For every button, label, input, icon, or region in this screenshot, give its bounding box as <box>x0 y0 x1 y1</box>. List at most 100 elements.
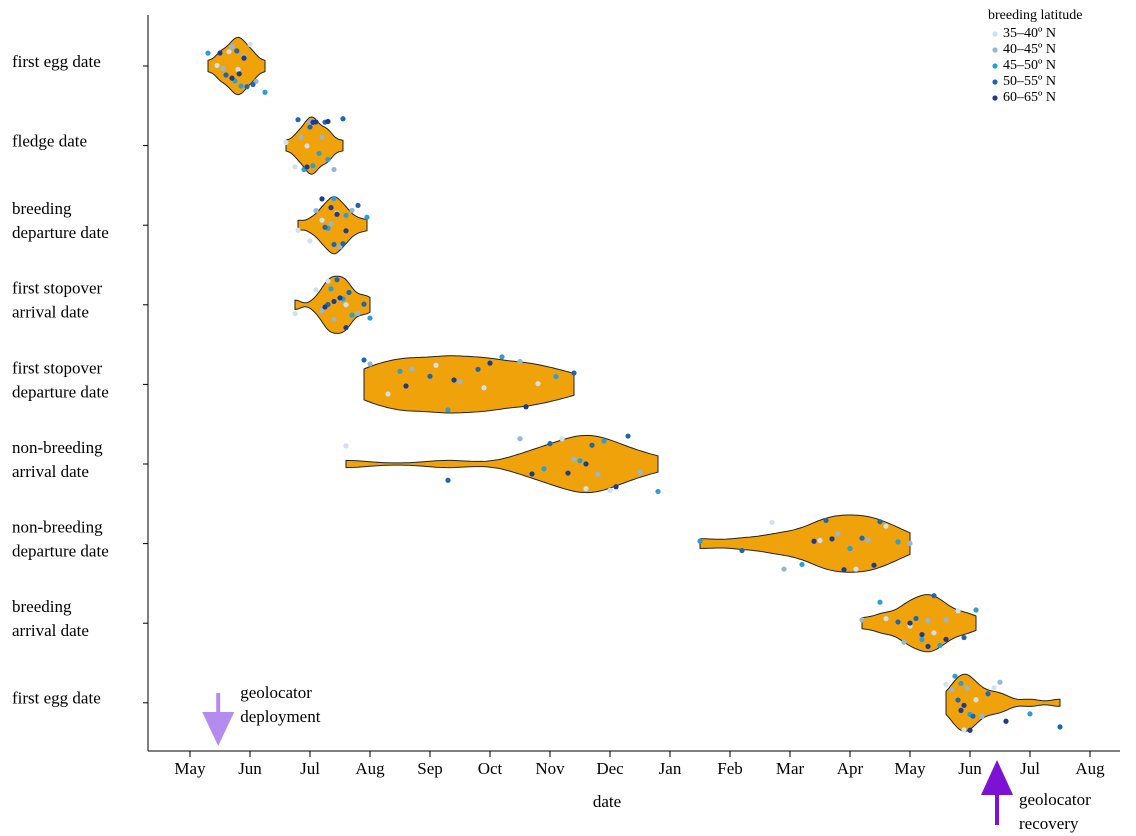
data-point <box>328 286 334 292</box>
data-point <box>403 383 409 389</box>
y-tick-label: first stopover <box>12 358 103 377</box>
data-point <box>349 207 355 214</box>
data-point <box>343 324 349 331</box>
data-point <box>559 436 565 442</box>
data-point <box>859 617 865 623</box>
y-tick-label: arrival date <box>12 303 89 322</box>
data-point <box>970 713 976 719</box>
y-tick-label: departure date <box>12 542 109 561</box>
data-point <box>331 195 337 202</box>
y-tick-label: first egg date <box>12 52 101 71</box>
data-point <box>427 373 433 379</box>
data-point <box>517 358 523 365</box>
data-point <box>397 368 403 374</box>
data-point <box>769 519 775 525</box>
data-point <box>943 617 949 623</box>
x-tick-label: May <box>174 759 206 778</box>
data-point <box>895 539 901 545</box>
data-point <box>943 681 949 687</box>
data-point <box>949 686 955 693</box>
legend-label: 40–45º N <box>1003 42 1056 57</box>
data-point <box>847 545 853 552</box>
data-point <box>1003 718 1009 724</box>
data-point <box>346 289 352 296</box>
y-tick-label: departure date <box>12 223 109 242</box>
data-point <box>340 116 346 122</box>
data-point <box>238 83 244 89</box>
annotation-text: geolocator <box>240 683 312 702</box>
data-point <box>325 278 331 284</box>
data-point <box>223 72 229 78</box>
data-point <box>319 217 325 223</box>
data-point <box>322 224 328 230</box>
data-point <box>236 71 242 77</box>
data-point <box>325 156 331 163</box>
data-point <box>853 566 859 572</box>
data-point <box>229 75 235 81</box>
x-tick-label: Nov <box>535 759 565 778</box>
x-tick-label: Jul <box>1020 759 1040 778</box>
data-point <box>997 679 1003 685</box>
x-tick-label: Dec <box>596 759 624 778</box>
x-axis-label: date <box>593 792 621 811</box>
x-tick-label: Sep <box>417 759 443 778</box>
x-tick-label: Apr <box>837 759 864 778</box>
y-tick-label: first stopover <box>12 279 103 298</box>
data-point <box>433 362 439 368</box>
data-point <box>829 536 835 542</box>
data-point <box>517 436 523 442</box>
legend-marker <box>992 47 998 53</box>
y-tick-label: arrival date <box>12 462 89 481</box>
data-point <box>205 50 211 56</box>
violin <box>294 275 371 334</box>
data-point <box>343 228 349 234</box>
annotation-text: recovery <box>1019 814 1079 833</box>
data-point <box>292 311 298 317</box>
data-point <box>877 519 883 525</box>
data-point <box>445 477 451 483</box>
y-tick-label: fledge date <box>12 132 87 151</box>
data-point <box>583 485 589 492</box>
data-point <box>979 713 985 720</box>
data-point <box>283 139 289 146</box>
data-point <box>697 538 703 544</box>
data-point <box>313 287 319 293</box>
data-point <box>961 702 967 708</box>
data-point <box>313 207 319 214</box>
data-point <box>244 84 250 90</box>
data-point <box>961 727 967 733</box>
data-point <box>229 44 235 50</box>
violin <box>363 355 575 414</box>
data-point <box>895 619 901 625</box>
data-point <box>234 48 240 54</box>
data-point <box>319 196 325 202</box>
data-point <box>355 202 361 208</box>
data-point <box>331 298 337 305</box>
data-point <box>523 404 529 410</box>
data-point <box>991 685 997 691</box>
y-tick-label: first egg date <box>12 689 101 708</box>
violin <box>207 36 266 96</box>
data-point <box>607 487 613 493</box>
data-point <box>919 637 925 643</box>
data-point <box>865 537 871 543</box>
y-tick-label: breeding <box>12 199 72 218</box>
data-point <box>964 685 970 691</box>
data-point <box>595 471 601 477</box>
data-point <box>481 385 487 391</box>
data-point <box>340 241 346 247</box>
data-point <box>859 535 865 541</box>
data-point <box>937 642 943 648</box>
data-point <box>541 466 547 472</box>
data-point <box>871 562 877 568</box>
legend-label: 50–55º N <box>1003 74 1056 89</box>
data-point <box>985 691 991 697</box>
legend-label: 60–65º N <box>1003 90 1056 105</box>
data-point <box>226 49 232 55</box>
data-point <box>655 488 661 495</box>
x-tick-label: Jul <box>300 759 320 778</box>
x-tick-label: Aug <box>1075 759 1105 778</box>
data-point <box>355 310 361 316</box>
data-point <box>931 630 937 636</box>
